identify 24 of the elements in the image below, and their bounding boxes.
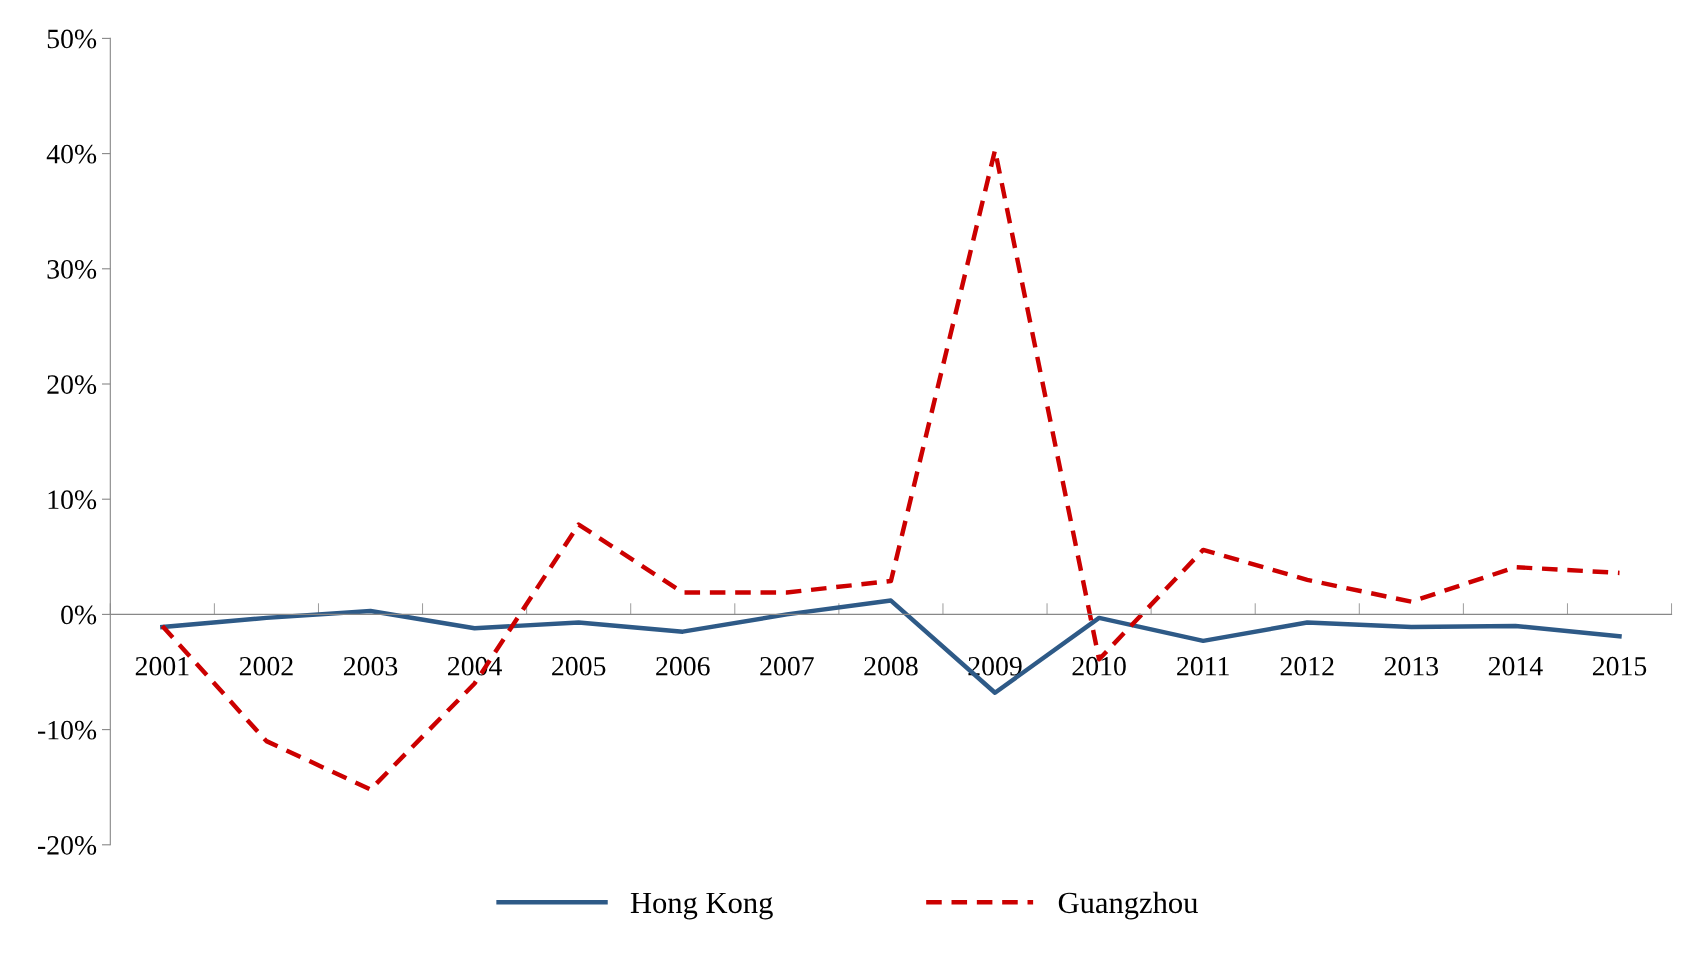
x-tick-label: 2010 [1072, 656, 1126, 676]
x-tick-label: 2008 [864, 656, 918, 676]
x-tick-label: 2011 [1177, 656, 1229, 676]
y-tick-label: 0% [61, 605, 97, 625]
x-tick-label: 2001 [135, 656, 189, 676]
x-tick-label: 2006 [656, 656, 710, 676]
x-tick-label: 2003 [343, 656, 398, 676]
x-tick-label: 2013 [1384, 656, 1439, 676]
y-tick-label: 40% [46, 144, 97, 164]
x-tick-label: 2014 [1488, 656, 1543, 676]
y-tick-label: 10% [48, 490, 97, 510]
x-tick-label: 2012 [1280, 656, 1334, 676]
y-tick-label: 30% [47, 259, 97, 279]
x-tick-label: 2002 [239, 656, 293, 676]
x-tick-label: 2015 [1592, 656, 1647, 676]
y-tick-label: -10% [37, 720, 97, 740]
y-tick-label: 20% [47, 375, 97, 394]
x-tick-label: 2007 [760, 656, 814, 676]
y-tick-label: 50% [47, 29, 97, 49]
legend-label: Guangzhou [1058, 891, 1198, 920]
y-tick-label: -20% [37, 835, 97, 855]
x-tick-label: 2009 [968, 656, 1022, 676]
legend-label: Hong Kong [630, 892, 773, 920]
x-tick-label: 2005 [552, 656, 606, 676]
